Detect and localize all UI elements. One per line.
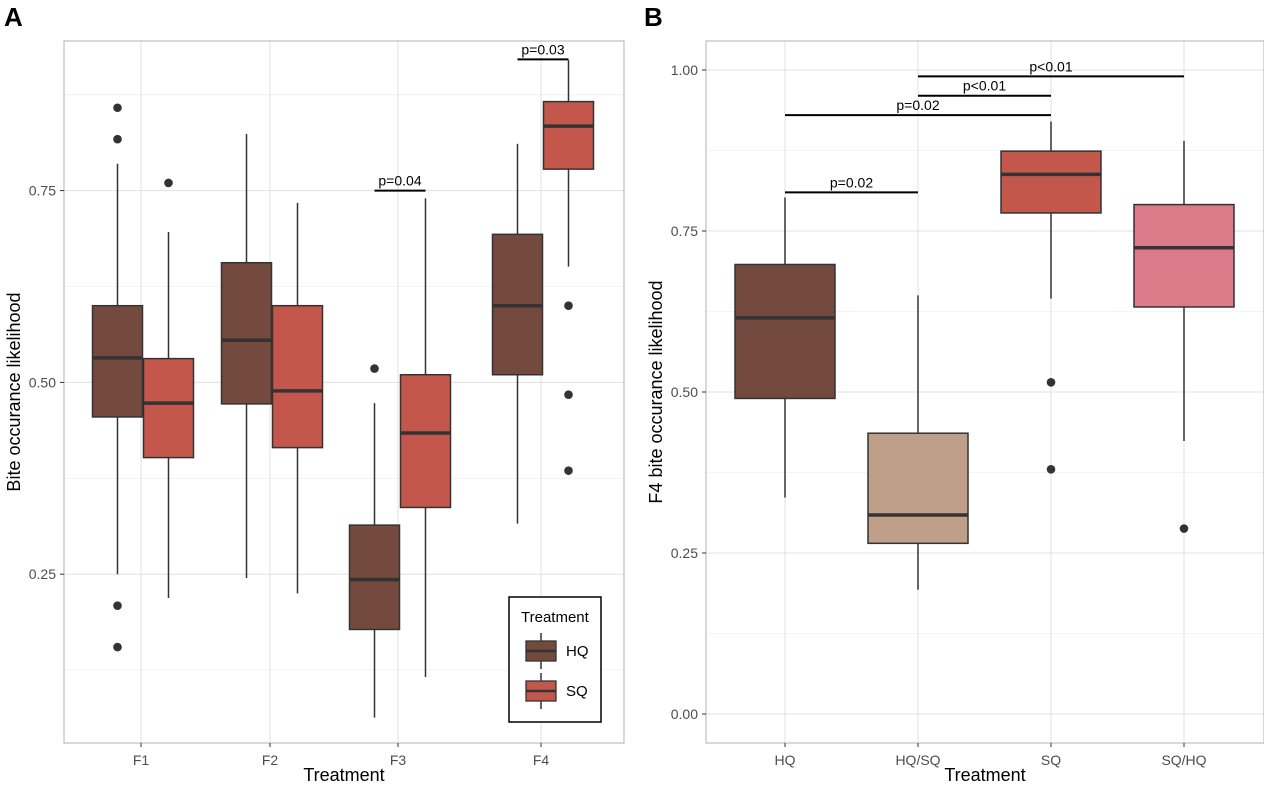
- box-F2-SQ: [271, 202, 324, 594]
- outlier-point: [113, 642, 122, 652]
- x-tick-label: SQ: [1041, 752, 1061, 768]
- box-body: [867, 432, 969, 545]
- box-body: [734, 263, 836, 400]
- panel-border: [63, 40, 625, 744]
- x-tick-label: HQ: [775, 752, 796, 768]
- y-tick-label: 1.00: [671, 62, 698, 78]
- box-body: [542, 100, 595, 170]
- legend-title: Treatment: [521, 609, 590, 626]
- box-body: [1000, 150, 1102, 214]
- legend-label: HQ: [566, 643, 589, 660]
- legend: Treatment HQ SQ: [508, 596, 602, 723]
- legend-key-SQ: [525, 673, 557, 709]
- y-tick-label: 0.50: [29, 374, 56, 390]
- outlier-point: [113, 134, 122, 144]
- x-tick-label: F4: [533, 752, 550, 768]
- box-F3-SQ: [399, 198, 452, 678]
- y-tick-label: 0.50: [671, 384, 698, 400]
- y-tick-label: 0.25: [671, 545, 698, 561]
- outlier-point: [370, 364, 379, 373]
- outlier-point: [564, 390, 573, 399]
- box-F4-SQ: [542, 60, 595, 475]
- significance-label: p=0.02: [896, 97, 939, 113]
- significance-label: p=0.04: [378, 173, 421, 189]
- box-HQ: [734, 197, 836, 498]
- y-axis-title: Bite occurance likelihood: [4, 292, 24, 491]
- box-F1-HQ: [91, 103, 144, 652]
- box-F3-HQ: [348, 364, 401, 718]
- x-axis-title: Treatment: [303, 765, 384, 785]
- x-axis-title: Treatment: [944, 765, 1025, 785]
- significance-label: p<0.01: [1029, 58, 1072, 74]
- outlier-point: [1046, 378, 1056, 387]
- outlier-point: [564, 301, 573, 310]
- x-tick-label: SQ/HQ: [1161, 752, 1206, 768]
- x-tick-label: F2: [262, 752, 279, 768]
- box-body: [142, 357, 195, 459]
- significance-label: p=0.03: [521, 41, 564, 57]
- box-SQ/HQ: [1133, 140, 1235, 533]
- x-tick-label: F3: [390, 752, 407, 768]
- box-body: [399, 373, 452, 509]
- outlier-point: [113, 601, 122, 610]
- panel-A: p=0.04 p=0.03 0.25 0.50 0.75 F1 F2 F3 F4 Treatmen…: [4, 2, 625, 785]
- x-tick-label: HQ/SQ: [895, 752, 940, 768]
- box-body: [1133, 203, 1235, 308]
- box-body: [348, 524, 401, 631]
- y-tick-label: 0.75: [29, 183, 56, 199]
- box-body: [91, 304, 144, 418]
- legend-key-HQ: [525, 633, 557, 669]
- outlier-point: [164, 178, 173, 188]
- outlier-point: [1179, 524, 1189, 533]
- box-body: [271, 304, 324, 449]
- y-tick-label: 0.75: [671, 223, 698, 239]
- y-tick-label: 0.25: [29, 566, 56, 582]
- box-HQ/SQ: [867, 295, 969, 590]
- box-F1-SQ: [142, 178, 195, 598]
- panel-letter: B: [644, 2, 663, 32]
- significance-label: p=0.02: [830, 174, 873, 190]
- y-axis-title: F4 bite occurance likelihood: [646, 280, 666, 503]
- outlier-point: [564, 466, 573, 475]
- box-F2-HQ: [220, 133, 273, 579]
- x-tick-label: F1: [133, 752, 150, 768]
- outlier-point: [1046, 464, 1056, 474]
- box-body: [220, 261, 273, 405]
- outlier-point: [113, 103, 122, 113]
- legend-label: SQ: [566, 683, 588, 700]
- box-SQ: [1000, 121, 1102, 474]
- panel-letter: A: [4, 2, 23, 32]
- panel-B: p=0.02 p=0.02 p<0.01 p<0.01 0.00 0.25 0.50 0.75…: [644, 2, 1264, 785]
- y-tick-label: 0.00: [671, 706, 698, 722]
- box-F4-HQ: [491, 143, 544, 524]
- significance-label: p<0.01: [963, 78, 1006, 94]
